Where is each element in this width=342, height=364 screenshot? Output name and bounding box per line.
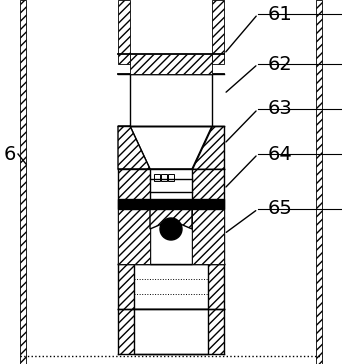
Bar (154, 174, 160, 181)
Circle shape (160, 218, 182, 240)
Bar (118, 169, 150, 264)
Bar (130, 54, 212, 74)
Bar (118, 309, 134, 354)
Polygon shape (150, 209, 192, 229)
Bar (134, 309, 208, 354)
Bar (161, 174, 167, 181)
Text: 64: 64 (268, 145, 293, 163)
Bar (208, 309, 224, 354)
Bar (118, 209, 150, 264)
Text: 61: 61 (268, 4, 293, 24)
Polygon shape (192, 126, 224, 169)
Bar (118, 199, 224, 209)
Bar (192, 209, 224, 264)
Text: 62: 62 (268, 55, 293, 74)
Bar (134, 264, 208, 309)
Bar (316, 0, 322, 364)
Bar (150, 169, 192, 264)
Bar (130, 74, 212, 126)
Text: 65: 65 (268, 199, 293, 218)
Text: 63: 63 (268, 99, 293, 119)
Polygon shape (130, 126, 212, 169)
Bar (168, 174, 174, 181)
Bar (20, 0, 26, 364)
Bar (118, 264, 134, 309)
Text: 6: 6 (4, 145, 16, 163)
Bar (118, 0, 130, 64)
Polygon shape (118, 126, 150, 169)
Bar (192, 169, 224, 264)
Bar (212, 0, 224, 64)
Bar (208, 264, 224, 309)
